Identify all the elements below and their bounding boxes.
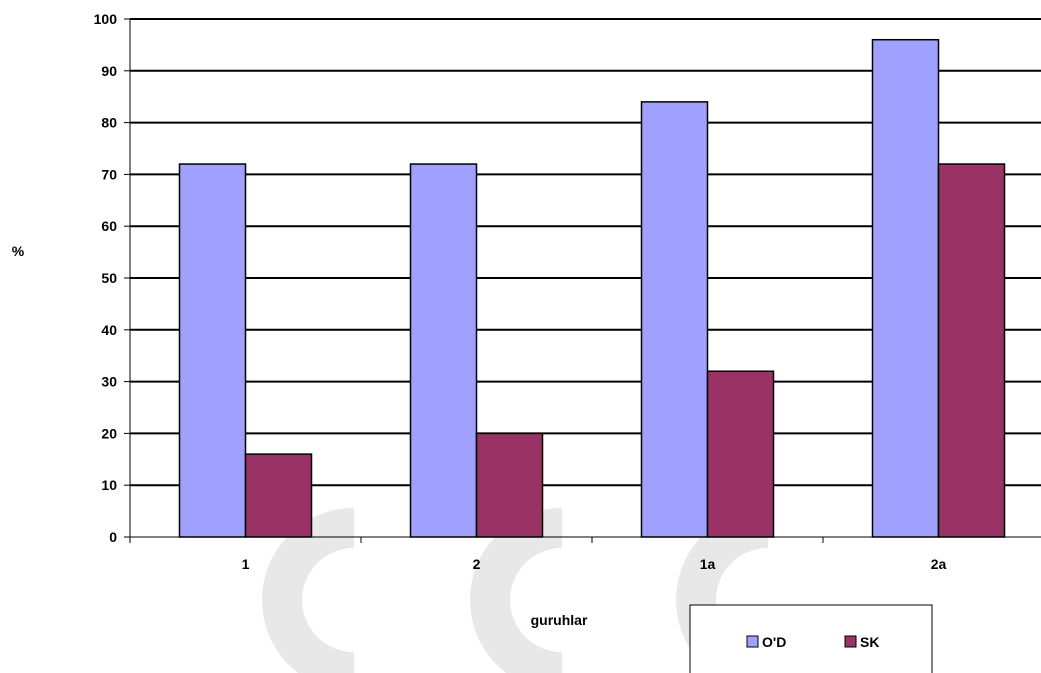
- y-tick-label: 90: [101, 63, 117, 79]
- bar-od-2a: [871, 38, 940, 538]
- y-tick-label: 50: [101, 270, 117, 286]
- legend-label: SK: [860, 634, 879, 650]
- x-tick-label: 1: [242, 556, 250, 572]
- bar-od-1: [178, 163, 247, 538]
- bar-od-1a: [640, 101, 709, 538]
- x-tick-label: 2a: [931, 556, 947, 572]
- y-tick-label: 70: [101, 166, 117, 182]
- legend-box: [689, 604, 933, 673]
- x-axis-title: guruhlar: [531, 612, 588, 628]
- y-tick-label: 30: [101, 374, 117, 390]
- x-tick-labels: 1 2 1a 2a: [129, 537, 947, 572]
- watermark-shape: [470, 508, 562, 673]
- bar-sk-2a: [937, 163, 1006, 538]
- legend-label: O'D: [762, 634, 786, 650]
- legend-swatch: [844, 635, 857, 648]
- bar-sk-2: [475, 432, 544, 538]
- y-tick-label: 100: [94, 11, 118, 27]
- legend: O'D SK: [689, 604, 933, 673]
- y-tick-label: 40: [101, 322, 117, 338]
- y-tick-label: 20: [101, 425, 117, 441]
- y-tick-label: 80: [101, 115, 117, 131]
- legend-swatch: [746, 635, 759, 648]
- bars: [178, 38, 1006, 538]
- y-tick-label: 0: [109, 529, 117, 545]
- x-tick-label: 2: [473, 556, 481, 572]
- bar-sk-1: [244, 453, 313, 538]
- y-axis-title: %: [12, 243, 25, 259]
- y-tick-labels: 0 10 20 30 40 50 60 70 80 90 100: [94, 11, 130, 545]
- bar-od-2: [409, 163, 478, 538]
- x-tick-label: 1a: [700, 556, 716, 572]
- y-tick-label: 10: [101, 477, 117, 493]
- y-tick-label: 60: [101, 218, 117, 234]
- bar-sk-1a: [706, 370, 775, 538]
- watermark-shape: [262, 508, 354, 673]
